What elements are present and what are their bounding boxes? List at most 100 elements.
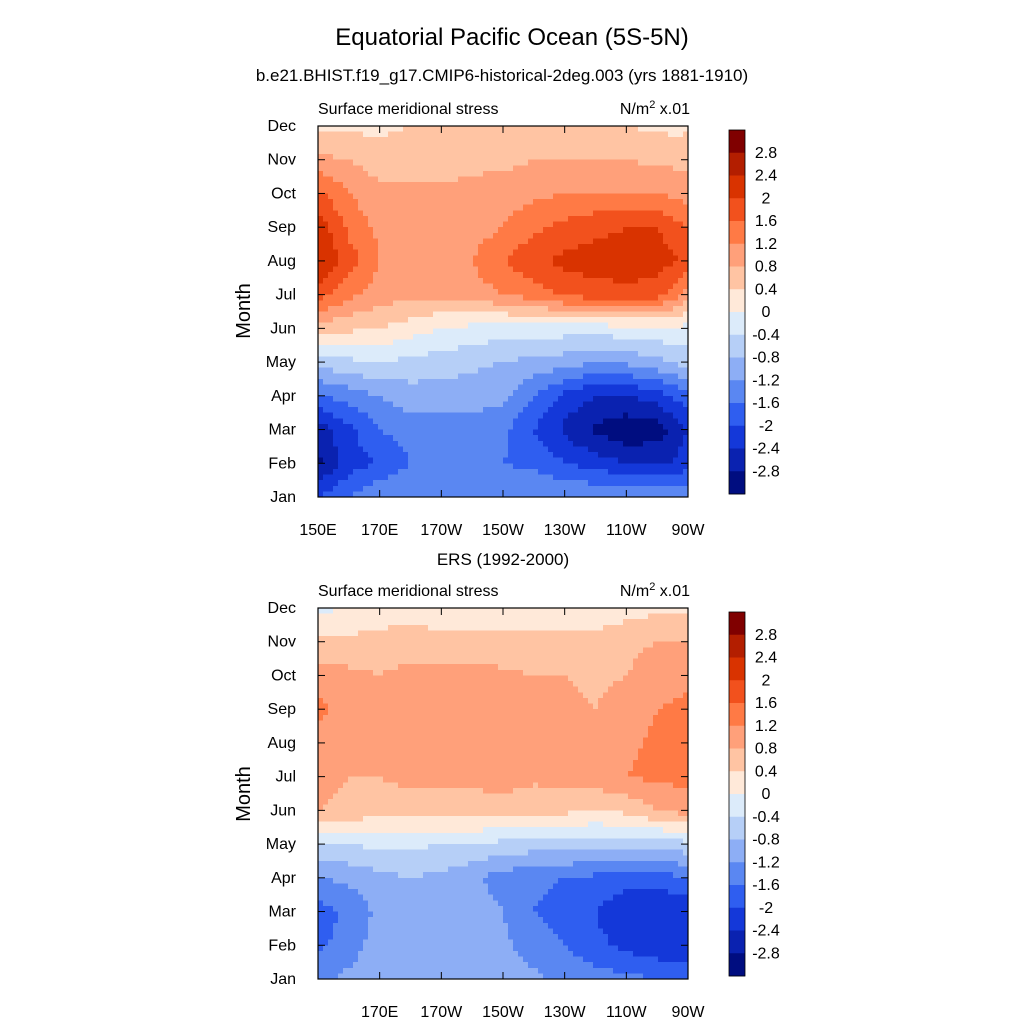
contour-cell — [348, 350, 354, 358]
contour-cell — [573, 446, 579, 453]
contour-cell — [513, 193, 519, 200]
contour-cell — [538, 345, 544, 352]
contour-cell — [648, 418, 654, 425]
contour-cell — [653, 272, 659, 279]
contour-cell — [663, 311, 669, 318]
contour-cell — [378, 238, 384, 245]
contour-cell — [528, 283, 534, 290]
contour-cell — [638, 176, 644, 183]
contour-cell — [563, 126, 569, 133]
contour-cell — [628, 193, 634, 200]
contour-cell — [548, 170, 554, 178]
contour-cell — [553, 390, 559, 397]
contour-cell — [448, 418, 454, 425]
contour-cell — [488, 170, 494, 178]
contour-cell — [663, 333, 669, 341]
contour-cell — [498, 148, 504, 155]
contour-cell — [518, 390, 524, 397]
contour-cell — [668, 131, 674, 138]
contour-cell — [563, 215, 569, 223]
contour-cell — [498, 176, 504, 183]
contour-cell — [453, 457, 459, 464]
contour-cell — [543, 294, 549, 301]
contour-cell — [408, 187, 414, 195]
contour-cell — [518, 350, 524, 358]
contour-cell — [503, 193, 509, 200]
contour-cell — [678, 199, 684, 206]
contour-cell — [463, 277, 469, 284]
contour-cell — [338, 244, 344, 251]
contour-cell — [433, 305, 439, 313]
contour-cell — [608, 384, 614, 391]
contour-cell — [683, 159, 689, 166]
contour-cell — [528, 317, 534, 324]
contour-cell — [598, 283, 604, 290]
contour-cell — [638, 401, 644, 408]
contour-cell — [478, 452, 484, 459]
contour-cell — [363, 170, 369, 178]
contour-cell — [438, 463, 444, 470]
contour-cell — [513, 395, 519, 403]
contour-cell — [363, 418, 369, 425]
contour-cell — [513, 131, 519, 138]
contour-cell — [418, 362, 424, 369]
contour-cell — [653, 435, 659, 442]
contour-cell — [363, 187, 369, 195]
contour-cell — [413, 333, 419, 341]
contour-cell — [323, 187, 329, 195]
contour-cell — [353, 339, 359, 346]
contour-cell — [488, 221, 494, 228]
contour-cell — [388, 204, 394, 211]
contour-cell — [468, 159, 474, 166]
contour-cell — [333, 345, 339, 352]
contour-cell — [483, 159, 489, 166]
contour-cell — [578, 170, 584, 178]
contour-cell — [473, 221, 479, 228]
contour-cell — [548, 474, 554, 481]
contour-cell — [443, 305, 449, 313]
contour-cell — [393, 468, 399, 476]
contour-cell — [318, 446, 324, 453]
contour-cell — [423, 238, 429, 245]
contour-cell — [343, 283, 349, 290]
contour-cell — [568, 266, 574, 273]
contour-cell — [383, 435, 389, 442]
contour-cell — [653, 384, 659, 391]
contour-cell — [548, 249, 554, 256]
contour-cell — [588, 339, 594, 346]
contour-cell — [653, 407, 659, 414]
contour-cell — [328, 142, 334, 150]
contour-cell — [388, 491, 394, 498]
contour-cell — [418, 356, 424, 363]
contour-cell — [668, 142, 674, 150]
contour-cell — [578, 362, 584, 369]
contour-cell — [638, 154, 644, 161]
contour-cell — [378, 440, 384, 448]
contour-cell — [633, 491, 639, 498]
contour-cell — [523, 137, 529, 144]
contour-cell — [348, 137, 354, 144]
contour-cell — [678, 249, 684, 256]
contour-cell — [493, 142, 499, 150]
contour-cell — [578, 289, 584, 296]
contour-cell — [643, 283, 649, 290]
contour-cell — [593, 126, 599, 133]
contour-cell — [668, 435, 674, 442]
contour-cell — [338, 238, 344, 245]
contour-cell — [563, 232, 569, 240]
contour-cell — [518, 485, 524, 492]
contour-cell — [398, 407, 404, 414]
contour-cell — [363, 227, 369, 234]
contour-cell — [353, 131, 359, 138]
contour-cell — [443, 193, 449, 200]
contour-cell — [668, 238, 674, 245]
contour-cell — [438, 311, 444, 318]
contour-cell — [318, 193, 324, 200]
contour-cell — [578, 491, 584, 498]
contour-cell — [603, 210, 609, 217]
contour-cell — [443, 294, 449, 301]
contour-cell — [563, 440, 569, 448]
contour-cell — [378, 412, 384, 419]
contour-cell — [503, 446, 509, 453]
contour-cell — [548, 328, 554, 335]
